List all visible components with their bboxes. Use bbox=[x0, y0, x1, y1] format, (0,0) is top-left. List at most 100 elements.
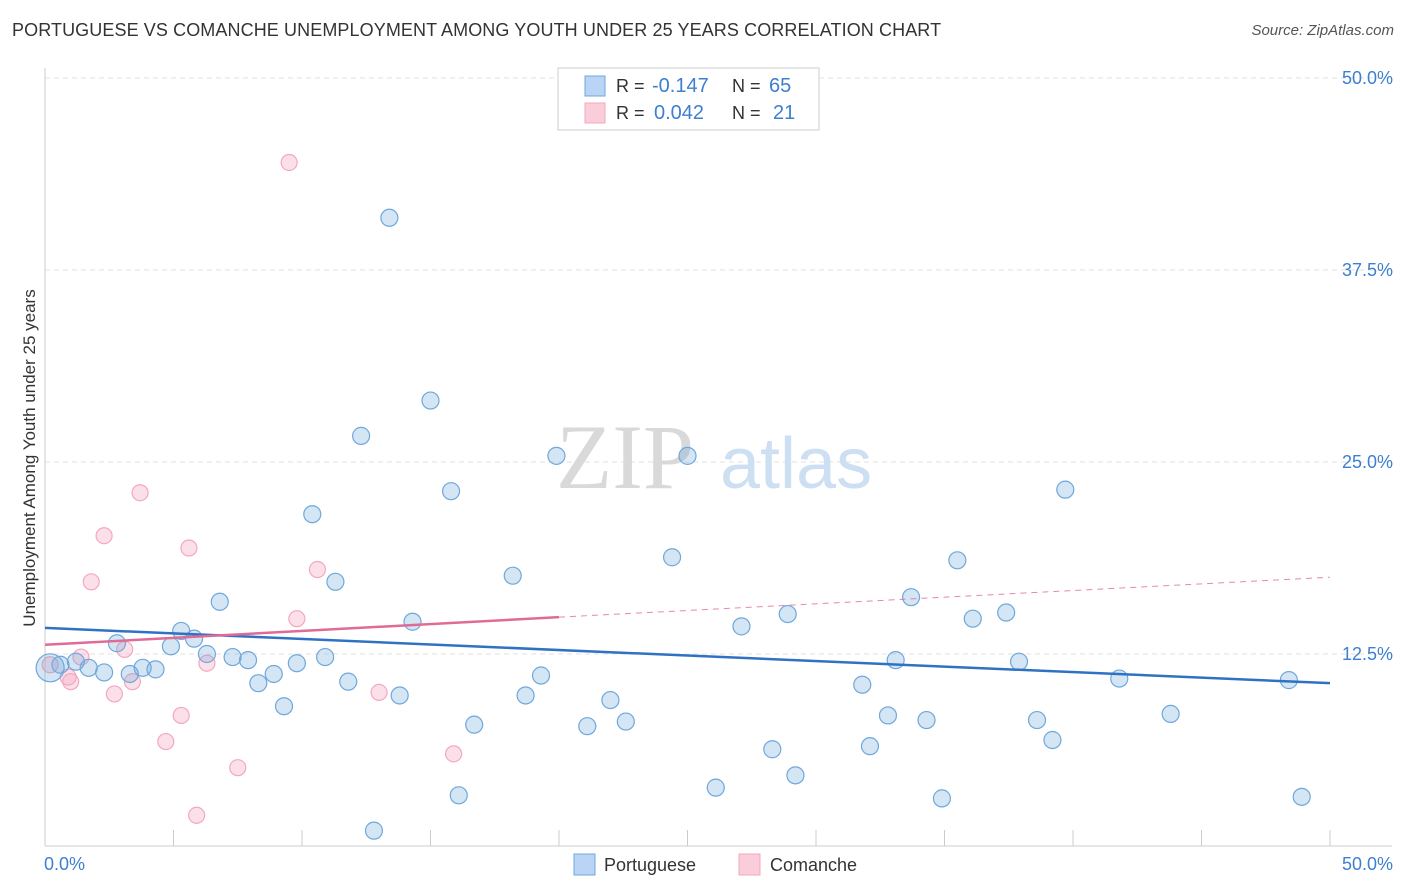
y-tick-label-0: 12.5% bbox=[1342, 644, 1393, 664]
portuguese-point-3 bbox=[79, 658, 98, 677]
portuguese-point-39 bbox=[616, 712, 635, 731]
portuguese-point-53 bbox=[932, 789, 952, 808]
portuguese-point-18 bbox=[274, 697, 294, 716]
y-tick-label-3: 50.0% bbox=[1342, 68, 1393, 88]
y-tick-label-1: 25.0% bbox=[1342, 452, 1393, 472]
portuguese-point-20 bbox=[303, 505, 322, 524]
comanche-point-16 bbox=[280, 153, 298, 172]
portuguese-point-47 bbox=[853, 675, 872, 694]
x-tick-label-0: 0.0% bbox=[44, 854, 85, 874]
comanche-point-18 bbox=[308, 560, 327, 579]
portuguese-point-35 bbox=[531, 666, 551, 685]
portuguese-point-22 bbox=[326, 572, 345, 591]
comanche-point-17 bbox=[288, 610, 306, 628]
portuguese-point-52 bbox=[917, 710, 936, 730]
comanche-point-14 bbox=[198, 654, 216, 672]
portuguese-point-24 bbox=[352, 426, 371, 445]
portuguese-point-49 bbox=[878, 706, 898, 725]
portuguese-point-29 bbox=[421, 391, 440, 410]
legend-swatch-portuguese bbox=[573, 853, 596, 876]
stats-r-label-2: R = bbox=[616, 103, 645, 123]
portuguese-point-51 bbox=[901, 588, 921, 607]
watermark: ZIP atlas bbox=[556, 406, 872, 508]
portuguese-point-30 bbox=[441, 482, 461, 501]
portuguese-point-37 bbox=[578, 717, 597, 736]
stats-swatch-comanche bbox=[584, 102, 606, 124]
gridlines bbox=[45, 77, 1392, 655]
portuguese-point-60 bbox=[1056, 480, 1075, 499]
portuguese-point-56 bbox=[997, 603, 1016, 622]
portuguese-trend-line bbox=[44, 626, 1331, 685]
portuguese-point-17 bbox=[264, 664, 283, 684]
portuguese-point-14 bbox=[223, 647, 242, 667]
portuguese-point-11 bbox=[184, 629, 204, 648]
portuguese-point-58 bbox=[1027, 710, 1047, 730]
portuguese-point-32 bbox=[465, 715, 484, 734]
portuguese-point-26 bbox=[380, 208, 399, 227]
x-tick-label-1: 50.0% bbox=[1342, 854, 1393, 874]
bottom-legend: Portuguese Comanche bbox=[573, 853, 857, 876]
comanche-point-12 bbox=[180, 539, 198, 557]
legend-label-comanche: Comanche bbox=[770, 855, 857, 875]
watermark-atlas: atlas bbox=[720, 424, 872, 504]
portuguese-point-15 bbox=[238, 651, 258, 670]
stats-n-value-2: 21 bbox=[773, 102, 795, 124]
stats-r-label-1: R = bbox=[616, 76, 645, 96]
source-label: Source: ZipAtlas.com bbox=[1251, 22, 1394, 39]
portuguese-point-38 bbox=[601, 690, 620, 710]
comanche-point-2 bbox=[62, 673, 80, 691]
portuguese-point-55 bbox=[963, 609, 982, 628]
comanche-trend-line bbox=[44, 615, 560, 647]
portuguese-point-16 bbox=[249, 674, 268, 693]
legend-label-portuguese: Portuguese bbox=[604, 855, 696, 875]
stats-n-label-1: N = bbox=[732, 76, 761, 96]
portuguese-point-25 bbox=[364, 821, 384, 840]
comanche-points bbox=[41, 153, 463, 824]
stats-r-value-2: 0.042 bbox=[654, 102, 704, 124]
comanche-point-9 bbox=[131, 484, 149, 502]
comanche-point-10 bbox=[157, 732, 175, 751]
y-tick-labels: 12.5% 25.0% 37.5% 50.0% bbox=[1342, 68, 1393, 664]
comanche-point-15 bbox=[229, 759, 247, 777]
y-tick-label-2: 37.5% bbox=[1342, 260, 1393, 280]
portuguese-point-64 bbox=[1292, 787, 1311, 806]
comanche-point-6 bbox=[105, 685, 123, 703]
comanche-trend-extension bbox=[558, 576, 1331, 618]
portuguese-point-8 bbox=[146, 660, 165, 679]
portuguese-point-62 bbox=[1161, 704, 1180, 724]
stats-r-value-1: -0.147 bbox=[652, 75, 709, 97]
portuguese-point-27 bbox=[390, 686, 409, 705]
portuguese-point-42 bbox=[706, 778, 725, 797]
portuguese-point-41 bbox=[678, 446, 697, 465]
portuguese-point-5 bbox=[107, 634, 127, 653]
portuguese-point-44 bbox=[763, 740, 782, 759]
comanche-point-11 bbox=[172, 706, 190, 725]
portuguese-point-48 bbox=[860, 737, 880, 756]
comanche-point-20 bbox=[445, 745, 463, 763]
portuguese-point-12 bbox=[197, 644, 217, 664]
comanche-point-4 bbox=[82, 573, 100, 591]
portuguese-point-34 bbox=[516, 686, 535, 705]
stats-n-value-1: 65 bbox=[769, 75, 791, 97]
portuguese-point-1 bbox=[51, 655, 70, 674]
portuguese-point-4 bbox=[95, 663, 114, 682]
comanche-point-0 bbox=[41, 656, 59, 674]
portuguese-point-28 bbox=[403, 612, 422, 631]
portuguese-point-36 bbox=[547, 446, 566, 465]
comanche-point-19 bbox=[370, 683, 388, 702]
stats-legend: R = -0.147 N = 65 R = 0.042 N = 21 bbox=[557, 67, 820, 131]
portuguese-point-0 bbox=[35, 653, 65, 683]
portuguese-point-31 bbox=[449, 786, 468, 805]
portuguese-point-23 bbox=[339, 672, 358, 691]
stats-swatch-portuguese bbox=[584, 75, 606, 97]
portuguese-point-33 bbox=[503, 566, 522, 585]
portuguese-point-57 bbox=[1009, 652, 1029, 671]
portuguese-point-40 bbox=[662, 548, 682, 567]
chart-title: PORTUGUESE VS COMANCHE UNEMPLOYMENT AMON… bbox=[12, 20, 942, 40]
portuguese-point-50 bbox=[886, 651, 905, 670]
x-tick-labels: 0.0% 50.0% bbox=[44, 854, 1393, 874]
watermark-zip: ZIP bbox=[556, 406, 694, 508]
comanche-point-5 bbox=[95, 527, 113, 545]
comanche-point-13 bbox=[188, 806, 206, 824]
